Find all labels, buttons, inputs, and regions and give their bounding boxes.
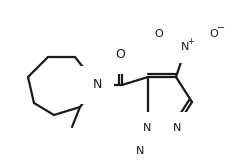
- Text: O: O: [155, 29, 163, 39]
- Text: N: N: [173, 123, 181, 133]
- Text: O: O: [210, 29, 218, 39]
- Text: N: N: [136, 146, 144, 156]
- Text: N: N: [143, 123, 151, 133]
- Text: −: −: [217, 23, 225, 33]
- Text: O: O: [115, 49, 125, 62]
- Text: N: N: [92, 79, 102, 92]
- Text: N: N: [181, 42, 189, 52]
- Text: +: +: [188, 36, 194, 46]
